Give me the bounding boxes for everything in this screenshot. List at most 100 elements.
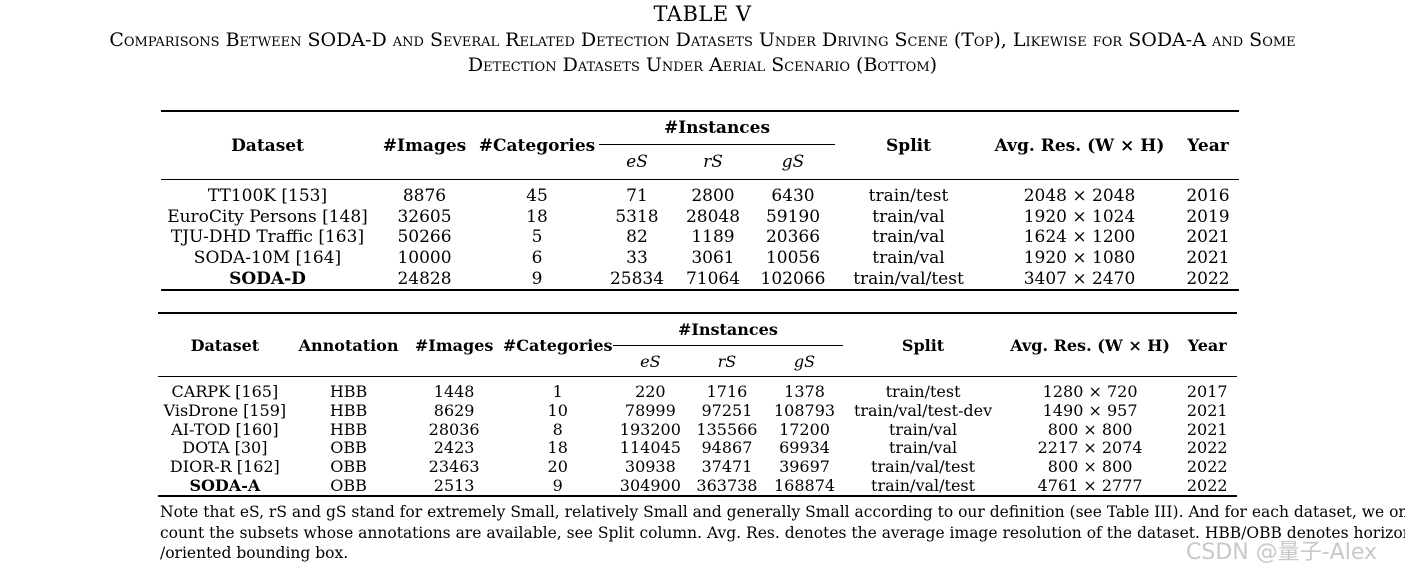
table-row: SODA-D 24828 9 25834 71064 102066 train/val/te… bbox=[161, 268, 1239, 291]
cell-rs: 2800 bbox=[691, 186, 735, 207]
col-es: eS bbox=[599, 144, 675, 180]
cell-gs: 17200 bbox=[779, 419, 830, 439]
cell-res: 2048 × 2048 bbox=[1023, 186, 1136, 207]
watermark: CSDN @量子-Alex bbox=[1186, 540, 1377, 565]
col-categories: #Categories bbox=[475, 111, 599, 180]
table-row: EuroCity Persons [148] 32605 18 5318 28048 59… bbox=[161, 207, 1239, 228]
table-row: DIOR-R [162] OBB 23463 20 30938 37471 39697 tra… bbox=[158, 458, 1237, 477]
cell-rs: 363738 bbox=[688, 476, 766, 498]
cell-split: train/val/test bbox=[871, 457, 976, 477]
table-row: TJU-DHD Traffic [163] 50266 5 82 1189 20366 tr… bbox=[161, 227, 1239, 248]
cell-images: 2513 bbox=[405, 476, 503, 498]
cell-gs: 20366 bbox=[765, 227, 821, 248]
cell-dataset: SODA-D bbox=[161, 268, 374, 291]
cell-images: 50266 bbox=[397, 227, 452, 248]
cell-gs: 59190 bbox=[765, 206, 821, 227]
col-year: Year bbox=[1177, 111, 1239, 180]
cell-year: 2016 bbox=[1186, 186, 1230, 207]
cell-year: 2021 bbox=[1186, 248, 1230, 269]
cell-dataset: SODA-A bbox=[158, 476, 292, 498]
cell-categories: 20 bbox=[547, 457, 568, 477]
col-images: #Images bbox=[405, 313, 503, 377]
cell-annotation: HBB bbox=[329, 401, 368, 421]
cell-categories: 45 bbox=[526, 186, 548, 207]
cell-es: 33 bbox=[626, 248, 648, 269]
cell-rs: 3061 bbox=[691, 248, 735, 269]
table-note: Note that eS, rS and gS stand for extrem… bbox=[160, 502, 1405, 564]
cell-split: train/test bbox=[885, 382, 961, 402]
note-line-2: count the subsets whose annotations are … bbox=[160, 523, 1405, 542]
cell-categories: 18 bbox=[547, 438, 568, 458]
col-dataset: Dataset bbox=[161, 111, 374, 180]
cell-es: 5318 bbox=[615, 206, 659, 227]
table-caption: Comparisons Between SODA-D and Several R… bbox=[0, 28, 1405, 78]
table-row: VisDrone [159] HBB 8629 10 78999 97251 108793 t… bbox=[158, 402, 1237, 421]
cell-year: 2022 bbox=[1177, 476, 1237, 498]
cell-images: 10000 bbox=[397, 248, 452, 269]
cell-split: train/val/test bbox=[843, 476, 1003, 498]
cell-year: 2021 bbox=[1186, 227, 1230, 248]
cell-images: 8629 bbox=[433, 401, 475, 421]
cell-categories: 5 bbox=[531, 227, 543, 248]
col-gs: gS bbox=[765, 345, 844, 377]
cell-dataset: EuroCity Persons [148] bbox=[167, 206, 368, 227]
cell-dataset: DOTA [30] bbox=[182, 438, 268, 458]
col-annotation: Annotation bbox=[291, 313, 406, 377]
cell-categories: 10 bbox=[547, 401, 568, 421]
cell-res: 800 × 800 bbox=[1047, 457, 1133, 477]
cell-res: 800 × 800 bbox=[1047, 419, 1133, 439]
cell-split: train/val/test-dev bbox=[853, 401, 993, 421]
cell-rs: 94867 bbox=[701, 438, 753, 458]
cell-res: 1920 × 1080 bbox=[1023, 248, 1136, 269]
col-gs: gS bbox=[751, 144, 835, 180]
cell-res: 3407 × 2470 bbox=[982, 268, 1177, 291]
cell-rs: 97251 bbox=[701, 401, 753, 421]
cell-images: 24828 bbox=[374, 268, 475, 291]
col-images: #Images bbox=[374, 111, 475, 180]
cell-split: train/val bbox=[872, 248, 945, 269]
col-instances: #Instances bbox=[599, 111, 835, 145]
note-line-1: Note that eS, rS and gS stand for extrem… bbox=[160, 503, 1405, 521]
cell-split: train/val bbox=[888, 438, 958, 458]
cell-rs: 28048 bbox=[685, 206, 741, 227]
cell-year: 2017 bbox=[1186, 382, 1228, 402]
cell-dataset: SODA-10M [164] bbox=[193, 248, 342, 269]
cell-es: 30938 bbox=[624, 457, 676, 477]
cell-gs: 108793 bbox=[773, 401, 836, 421]
cell-annotation: HBB bbox=[329, 382, 368, 402]
cell-images: 1448 bbox=[433, 382, 475, 402]
cell-annotation: OBB bbox=[330, 457, 367, 477]
cell-split: train/val bbox=[872, 227, 945, 248]
caption-line-1: Comparisons Between SODA-D and Several R… bbox=[109, 29, 1296, 51]
table-row: CARPK [165] HBB 1448 1 220 1716 1378 train/test… bbox=[158, 377, 1237, 402]
cell-es: 304900 bbox=[612, 476, 689, 498]
cell-rs: 71064 bbox=[675, 268, 751, 291]
note-line-3: /oriented bounding box. bbox=[160, 544, 349, 562]
cell-es: 71 bbox=[626, 186, 648, 207]
cell-categories: 9 bbox=[475, 268, 599, 291]
cell-gs: 168874 bbox=[765, 476, 844, 498]
cell-gs: 1378 bbox=[784, 382, 825, 402]
cell-rs: 135566 bbox=[696, 419, 758, 439]
cell-categories: 1 bbox=[552, 382, 563, 402]
col-year: Year bbox=[1177, 313, 1237, 377]
cell-es: 25834 bbox=[599, 268, 675, 291]
cell-res: 1280 × 720 bbox=[1042, 382, 1138, 402]
cell-split: train/val bbox=[888, 419, 958, 439]
table-row: DOTA [30] OBB 2423 18 114045 94867 69934 train/… bbox=[158, 439, 1237, 458]
cell-images: 23463 bbox=[428, 457, 480, 477]
cell-res: 2217 × 2074 bbox=[1037, 438, 1143, 458]
cell-images: 8876 bbox=[402, 186, 447, 207]
cell-rs: 1716 bbox=[706, 382, 748, 402]
table-row: AI-TOD [160] HBB 28036 8 193200 135566 17200 tr… bbox=[158, 420, 1237, 439]
cell-categories: 18 bbox=[526, 206, 548, 227]
col-rs: rS bbox=[675, 144, 751, 180]
col-split: Split bbox=[843, 313, 1003, 377]
cell-gs: 6430 bbox=[771, 186, 815, 207]
cell-rs: 1189 bbox=[691, 227, 735, 248]
caption-line-2: Detection Datasets Under Aerial Scenario… bbox=[467, 54, 938, 76]
cell-dataset: AI-TOD [160] bbox=[171, 419, 279, 439]
cell-annotation: OBB bbox=[330, 438, 367, 458]
aerial-datasets-table: Dataset Annotation #Images #Categories #… bbox=[158, 312, 1237, 498]
cell-split: train/val/test bbox=[835, 268, 982, 291]
